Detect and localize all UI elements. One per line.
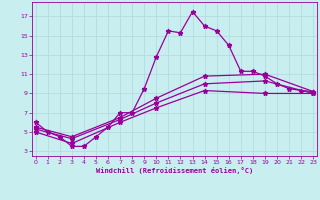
X-axis label: Windchill (Refroidissement éolien,°C): Windchill (Refroidissement éolien,°C)	[96, 167, 253, 174]
